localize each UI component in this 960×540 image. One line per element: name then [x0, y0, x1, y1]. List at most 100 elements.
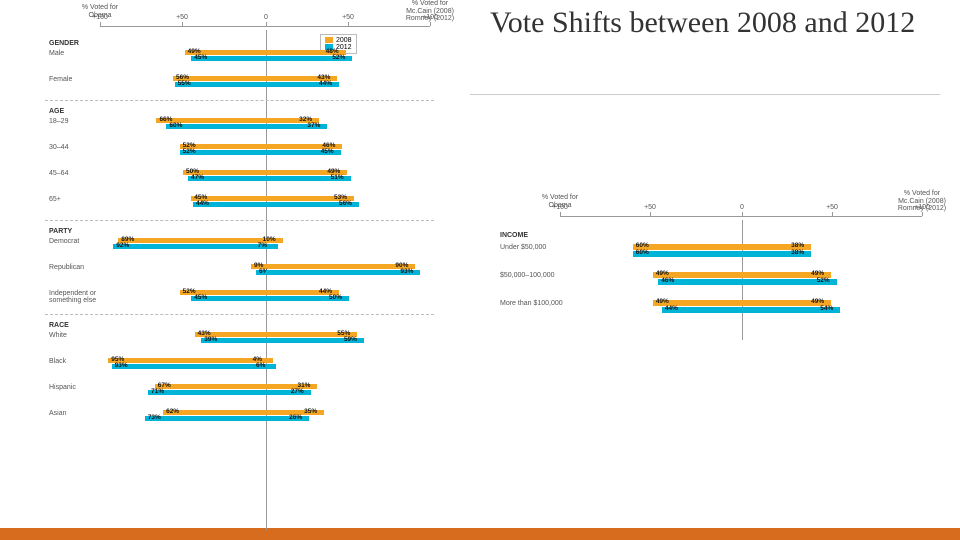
bar-obama [145, 416, 266, 421]
bar-label-obama: 73% [148, 415, 161, 422]
axis-tick [182, 22, 183, 26]
axis-tick-label: +50 [820, 204, 844, 211]
row-label: Under $50,000 [500, 244, 570, 251]
footer-accent-bar [0, 528, 960, 540]
bar-label-gop: 37% [307, 123, 320, 130]
row-label: 65+ [49, 196, 119, 203]
bar-label-obama: 45% [194, 55, 207, 62]
bar-obama [155, 384, 266, 389]
bar-label-obama: 46% [661, 278, 674, 285]
bar-label-gop: 59% [344, 337, 357, 344]
bar-label-gop: 35% [304, 409, 317, 416]
bar-gop [266, 358, 273, 363]
bar-label-gop: 26% [289, 415, 302, 422]
row-label: 30–44 [49, 144, 119, 151]
bar-label-gop: 38% [791, 250, 804, 257]
page-title: Vote Shifts between 2008 and 2012 [490, 6, 930, 39]
bar-label-gop: 56% [339, 201, 352, 208]
bar-gop [266, 364, 276, 369]
bar-obama [112, 364, 266, 369]
bar-label-gop: 6% [256, 363, 265, 370]
row-label: 18–29 [49, 118, 119, 125]
axis-tick [742, 212, 743, 216]
bar-label-gop: 52% [817, 278, 830, 285]
section-divider [45, 100, 434, 101]
axis-tick [922, 212, 923, 216]
axis-tick [348, 22, 349, 26]
section-head: INCOME [500, 232, 528, 239]
bar-label-obama: 45% [194, 295, 207, 302]
axis-tick-label: +50 [638, 204, 662, 211]
section-divider [45, 220, 434, 221]
axis-tick [832, 212, 833, 216]
axis-tick-label: +100 [88, 14, 112, 21]
bar-label-gop: 93% [400, 269, 413, 276]
bar-label-obama: 55% [178, 81, 191, 88]
row-label: More than $100,000 [500, 300, 570, 307]
bar-label-obama: 62% [166, 409, 179, 416]
axis-tick-label: +100 [418, 14, 442, 21]
bar-label-obama: 92% [116, 243, 129, 250]
bar-gop [266, 390, 311, 395]
bar-label-obama: 60% [636, 250, 649, 257]
bar-obama [633, 244, 742, 250]
axis-tick [560, 212, 561, 216]
section-head: PARTY [49, 228, 72, 235]
bar-label-gop: 50% [329, 295, 342, 302]
section-head: AGE [49, 108, 64, 115]
section-divider [45, 314, 434, 315]
bar-obama [118, 238, 266, 243]
row-label: Hispanic [49, 384, 119, 391]
axis-tick-label: +50 [170, 14, 194, 21]
row-label: Independent orsomething else [49, 290, 119, 304]
section-head: GENDER [49, 40, 79, 47]
bar-label-obama: 52% [183, 149, 196, 156]
bar-gop [266, 244, 278, 249]
bar-gop [266, 264, 415, 269]
axis-horizontal [100, 26, 430, 27]
axis-tick-label: +100 [548, 204, 572, 211]
row-label: Asian [49, 410, 119, 417]
bar-label-obama: 44% [665, 306, 678, 313]
bar-label-obama: 44% [196, 201, 209, 208]
bar-label-gop: 54% [820, 306, 833, 313]
bar-label-gop: 27% [291, 389, 304, 396]
title-underline [470, 94, 940, 95]
bar-gop [266, 270, 420, 275]
bar-label-obama: 60% [169, 123, 182, 130]
row-label: $50,000–100,000 [500, 272, 570, 279]
row-label: Democrat [49, 238, 119, 245]
axis-tick [430, 22, 431, 26]
axis-vertical [266, 30, 267, 530]
axis-tick [100, 22, 101, 26]
axis-tick-label: 0 [254, 14, 278, 21]
axis-tick [266, 22, 267, 26]
legend-item: 2008 [325, 37, 352, 44]
bar-label-gop: 52% [332, 55, 345, 62]
bar-label-obama: 39% [204, 337, 217, 344]
bar-label-gop: 51% [331, 175, 344, 182]
bar-obama [113, 244, 266, 249]
row-label: Male [49, 50, 119, 57]
axis-tick-label: +50 [336, 14, 360, 21]
bar-label-obama: 93% [115, 363, 128, 370]
legend-label: 2008 [336, 37, 352, 44]
axis-horizontal [560, 216, 922, 217]
axis-tick-label: +100 [910, 204, 934, 211]
bar-obama [148, 390, 266, 395]
bar-label-obama: 71% [151, 389, 164, 396]
row-label: Republican [49, 264, 119, 271]
axis-tick-label: 0 [730, 204, 754, 211]
row-label: 45–64 [49, 170, 119, 177]
axis-tick [650, 212, 651, 216]
bar-label-gop: 44% [319, 81, 332, 88]
legend-swatch [325, 37, 333, 43]
section-head: RACE [49, 322, 69, 329]
bar-obama [633, 251, 742, 257]
bar-label-gop: 7% [258, 243, 267, 250]
bar-label-obama: 47% [191, 175, 204, 182]
row-label: White [49, 332, 119, 339]
row-label: Female [49, 76, 119, 83]
bar-label-gop: 45% [321, 149, 334, 156]
bar-gop [266, 416, 309, 421]
